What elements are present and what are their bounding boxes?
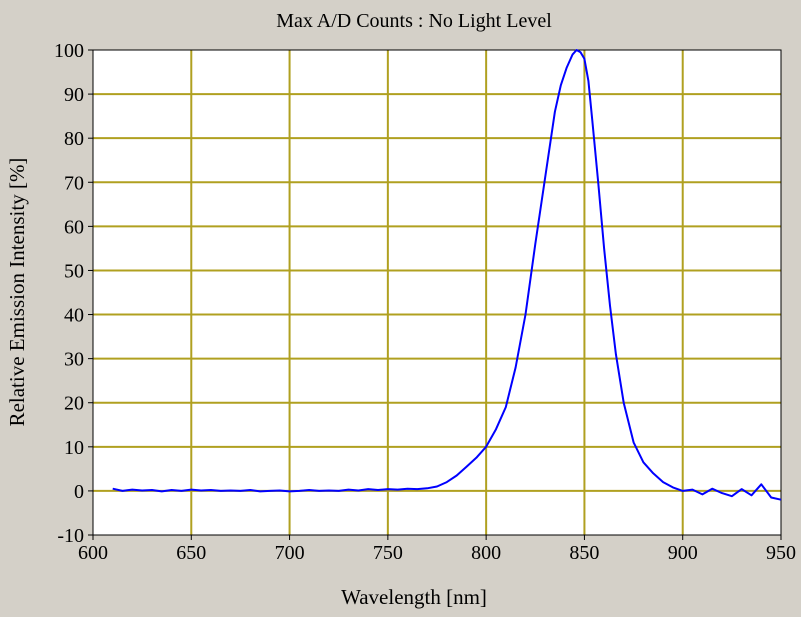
x-tick-label: 600 bbox=[78, 542, 108, 564]
chart-title: Max A/D Counts : No Light Level bbox=[276, 10, 552, 32]
grid-layer bbox=[93, 50, 781, 535]
y-tick-label: 80 bbox=[64, 128, 84, 150]
y-tick-label: 10 bbox=[64, 437, 84, 459]
y-tick-label: 20 bbox=[64, 393, 84, 415]
x-tick-label: 900 bbox=[668, 542, 698, 564]
plot-area bbox=[93, 50, 781, 535]
y-axis-title: Relative Emission Intensity [%] bbox=[5, 158, 29, 427]
y-tick-label: 0 bbox=[74, 481, 84, 503]
y-tick-label: 70 bbox=[64, 172, 84, 194]
y-tick-label: 60 bbox=[64, 216, 84, 238]
plot-frame bbox=[92, 49, 782, 536]
y-tick-label: 100 bbox=[54, 40, 84, 62]
axis-layer: 600 650 700 750 800 850 900 950 -10 0 10 20 30 40 50 60… bbox=[54, 40, 796, 564]
x-tick-label: 950 bbox=[766, 542, 796, 564]
y-tick-label: 40 bbox=[64, 305, 84, 327]
x-tick-label: 650 bbox=[176, 542, 206, 564]
x-tick-label: 800 bbox=[471, 542, 501, 564]
series-layer bbox=[112, 49, 782, 501]
y-tick-label: -10 bbox=[57, 525, 84, 547]
x-tick-label: 750 bbox=[373, 542, 403, 564]
y-tick-label: 90 bbox=[64, 84, 84, 106]
x-tick-label: 700 bbox=[275, 542, 305, 564]
y-tick-label: 30 bbox=[64, 349, 84, 371]
emission-series-line bbox=[112, 49, 782, 501]
y-tick-label: 50 bbox=[64, 260, 84, 282]
x-axis-title: Wavelength [nm] bbox=[341, 585, 487, 609]
x-tick-label: 850 bbox=[569, 542, 599, 564]
